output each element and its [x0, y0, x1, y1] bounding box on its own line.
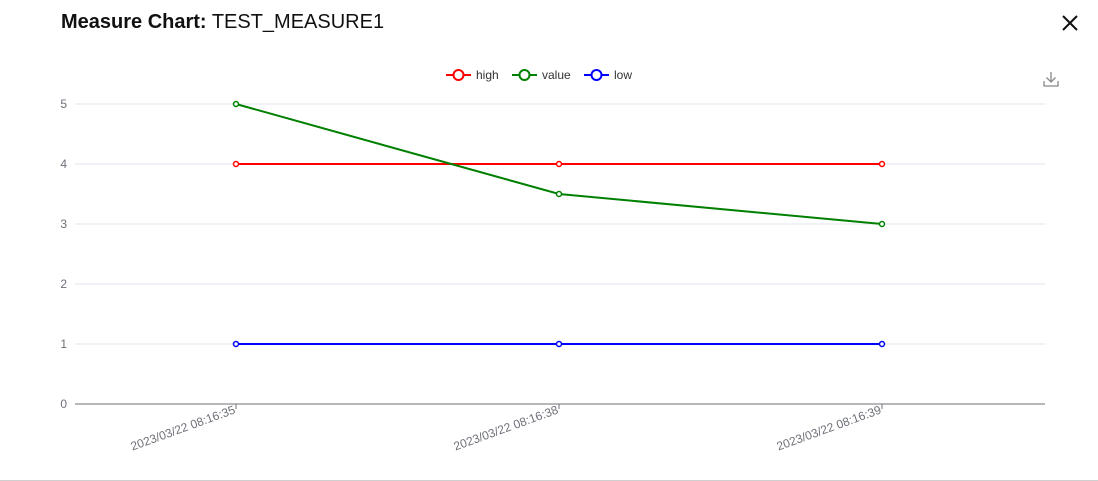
- y-tick-label: 0: [60, 397, 67, 411]
- dialog-title: Measure Chart: TEST_MEASURE1: [61, 11, 384, 34]
- data-point-high: [878, 160, 886, 168]
- data-point-value: [555, 190, 563, 198]
- close-icon: [1062, 15, 1078, 31]
- data-point-low: [555, 340, 563, 348]
- x-tick-label: 2023/03/22 08:16:35: [129, 403, 238, 454]
- data-point-high: [232, 160, 240, 168]
- y-tick-label: 4: [60, 157, 67, 171]
- data-point-low: [878, 340, 886, 348]
- legend-label-high: high: [476, 68, 499, 82]
- download-button[interactable]: [1041, 69, 1061, 89]
- legend-marker-low: [590, 69, 603, 81]
- data-point-high: [555, 160, 563, 168]
- download-icon: [1043, 72, 1059, 87]
- y-tick-label: 2: [60, 277, 67, 291]
- legend-marker-value: [518, 69, 531, 81]
- dialog-title-label: Measure Chart:: [61, 11, 207, 33]
- data-point-value: [878, 220, 886, 228]
- y-tick-label: 1: [60, 337, 67, 351]
- y-tick-label: 3: [60, 217, 67, 231]
- dialog-title-value: TEST_MEASURE1: [211, 11, 385, 33]
- legend-marker-high: [452, 69, 465, 81]
- y-tick-label: 5: [60, 97, 67, 111]
- x-tick-label: 2023/03/22 08:16:39: [775, 403, 884, 454]
- legend-label-low: low: [614, 68, 632, 82]
- legend-label-value: value: [542, 68, 571, 82]
- data-point-low: [232, 340, 240, 348]
- close-button[interactable]: [1058, 11, 1082, 35]
- x-tick-label: 2023/03/22 08:16:38: [452, 403, 561, 454]
- data-point-value: [232, 100, 240, 108]
